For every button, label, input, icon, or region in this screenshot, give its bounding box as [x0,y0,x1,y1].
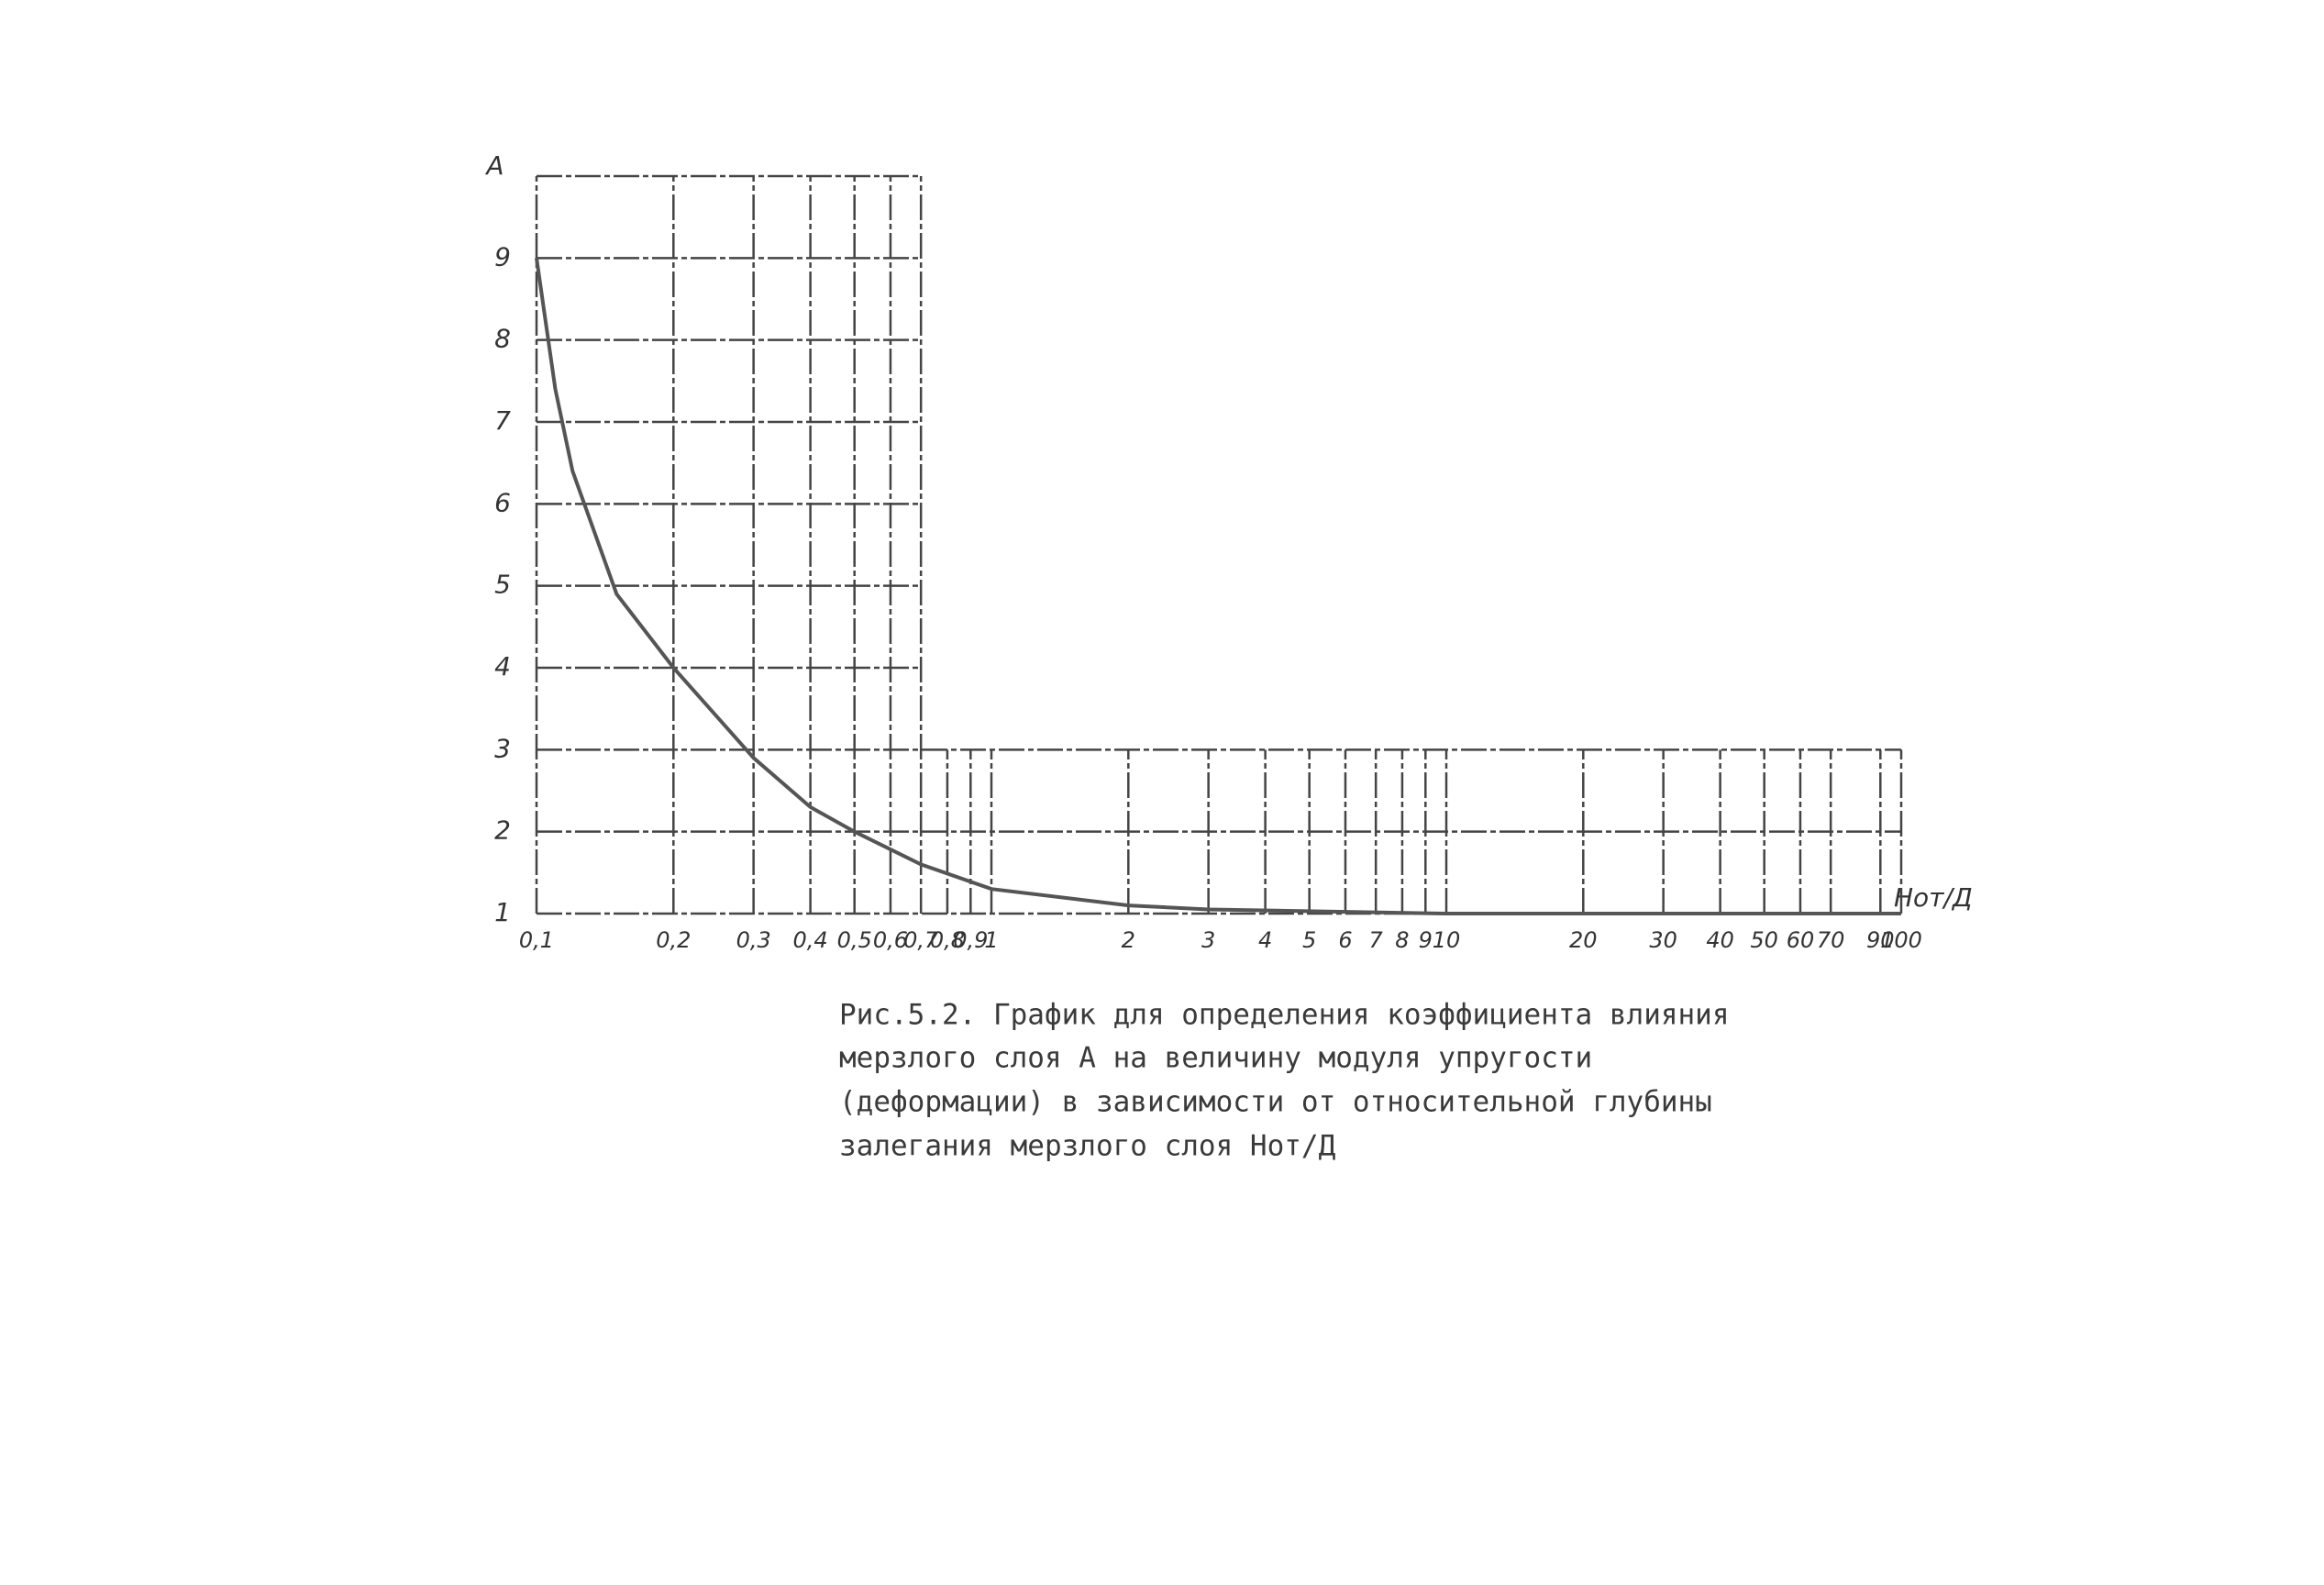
x-tick-label: 1 [984,927,998,953]
y-tick-label: 6 [494,487,511,517]
x-tick-label: 8 [1395,927,1409,953]
x-tick-label: 90 [1866,927,1895,953]
x-tick-label: 70 [1817,927,1845,953]
y-tick-label: 5 [494,570,511,600]
y-tick-label: 1 [494,897,511,927]
y-tick-label: 4 [494,651,511,682]
y-tick-label: 8 [494,324,511,354]
x-tick-label: 100 [1880,927,1922,953]
x-tick-label: 2 [1122,927,1135,953]
y-tick-label: 3 [494,733,511,763]
y-tick-label: 9 [494,241,511,272]
x-tick-label: 4 [1258,927,1272,953]
x-tick-label: 3 [1201,927,1215,953]
y-axis-label: A [484,150,504,181]
x-tick-label: 7 [1369,927,1384,953]
caption-line: (деформации) в зависимости от относитель… [839,1086,1712,1119]
y-tick-label: 2 [494,815,511,846]
x-tick-label: 10 [1433,927,1461,953]
x-tick-label: 0,5 [837,927,872,953]
caption-line: мерзлого слоя А на величину модуля упруг… [839,1042,1592,1075]
x-tick-label: 6 [1338,927,1352,953]
curve [535,258,1901,915]
x-tick-label: 0,3 [736,927,771,953]
x-tick-label: 20 [1569,927,1598,953]
x-tick-label: 40 [1706,927,1734,953]
caption: Рис.5.2. График для определения коэффици… [839,999,1730,1163]
caption-line: залегания мерзлого слоя Нот/Д [839,1130,1336,1163]
x-tick-label: 0,6 [873,927,908,953]
x-tick-label: 0,2 [656,927,691,953]
x-tick-label: 0,1 [519,927,554,953]
x-tick-label: 9 [1419,927,1433,953]
x-tick-label: 0,9 [953,927,988,953]
x-tick-label: 5 [1302,927,1316,953]
x-tick-label: 50 [1750,927,1778,953]
x-tick-label: 0,4 [793,927,828,953]
x-tick-label: 30 [1649,927,1677,953]
x-tick-label: 0,7 [903,927,939,953]
y-tick-label: 7 [494,405,511,436]
x-axis-label: Hот/Д [1894,882,1973,913]
x-tick-label: 0,8 [930,927,965,953]
caption-line: Рис.5.2. График для определения коэффици… [839,999,1730,1032]
x-tick-label: 60 [1787,927,1815,953]
